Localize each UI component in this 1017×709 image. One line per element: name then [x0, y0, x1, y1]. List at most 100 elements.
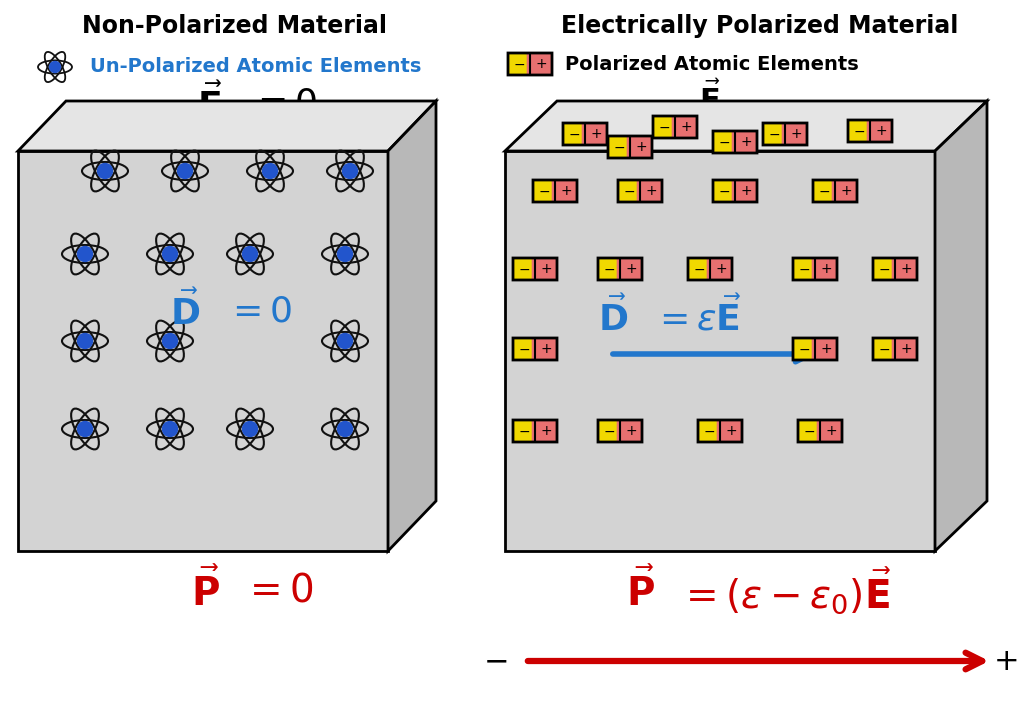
FancyBboxPatch shape [731, 131, 757, 153]
FancyBboxPatch shape [812, 258, 837, 280]
Circle shape [77, 247, 93, 262]
Text: $+$: $+$ [680, 120, 692, 134]
Text: $+$: $+$ [875, 124, 887, 138]
FancyBboxPatch shape [532, 420, 557, 442]
Circle shape [242, 247, 257, 262]
Circle shape [163, 247, 178, 262]
FancyBboxPatch shape [616, 420, 642, 442]
Circle shape [343, 164, 358, 179]
Text: $+$: $+$ [645, 184, 657, 198]
Text: $-$: $-$ [538, 184, 550, 198]
FancyBboxPatch shape [717, 420, 742, 442]
Circle shape [242, 421, 257, 437]
FancyBboxPatch shape [616, 258, 642, 280]
Text: $-$: $-$ [768, 127, 780, 141]
FancyBboxPatch shape [892, 338, 917, 360]
Text: $-$: $-$ [803, 424, 815, 438]
Polygon shape [18, 151, 388, 551]
Circle shape [178, 164, 192, 179]
FancyBboxPatch shape [782, 123, 807, 145]
FancyBboxPatch shape [892, 258, 917, 280]
FancyBboxPatch shape [793, 258, 819, 280]
Text: $+$: $+$ [740, 135, 752, 149]
Text: $-$: $-$ [567, 127, 580, 141]
Text: $\vec{\mathbf{P}}$: $\vec{\mathbf{P}}$ [625, 568, 654, 614]
Text: $-$: $-$ [798, 342, 811, 356]
Text: $+$: $+$ [820, 342, 832, 356]
FancyBboxPatch shape [551, 180, 577, 202]
Text: $\vec{\mathbf{D}}$: $\vec{\mathbf{D}}$ [598, 296, 629, 338]
Text: $-$: $-$ [718, 135, 730, 149]
Text: $-$: $-$ [818, 184, 830, 198]
Polygon shape [935, 101, 988, 551]
FancyBboxPatch shape [513, 420, 538, 442]
FancyBboxPatch shape [533, 180, 558, 202]
FancyBboxPatch shape [513, 258, 538, 280]
Text: $+$: $+$ [790, 127, 802, 141]
FancyBboxPatch shape [713, 180, 738, 202]
Text: $-$: $-$ [513, 57, 525, 71]
Circle shape [338, 247, 353, 262]
FancyBboxPatch shape [527, 53, 552, 75]
Circle shape [262, 164, 278, 179]
FancyBboxPatch shape [798, 420, 824, 442]
Text: $+$: $+$ [740, 184, 752, 198]
Text: $-$: $-$ [703, 424, 715, 438]
FancyBboxPatch shape [671, 116, 697, 138]
Polygon shape [505, 151, 935, 551]
Text: $+$: $+$ [715, 262, 727, 276]
Text: $\vec{\mathbf{P}}$: $\vec{\mathbf{P}}$ [190, 568, 220, 614]
Circle shape [77, 333, 93, 349]
FancyBboxPatch shape [618, 180, 644, 202]
Text: $-$: $-$ [518, 262, 530, 276]
Text: $\vec{\mathbf{E}}$: $\vec{\mathbf{E}}$ [197, 83, 223, 125]
Circle shape [77, 421, 93, 437]
Text: $-$: $-$ [613, 140, 625, 154]
Text: $-$: $-$ [483, 647, 507, 676]
FancyBboxPatch shape [608, 136, 634, 158]
Text: $\vec{\mathbf{D}}$: $\vec{\mathbf{D}}$ [170, 290, 200, 332]
Circle shape [338, 421, 353, 437]
Text: $+$: $+$ [540, 342, 552, 356]
Text: $+$: $+$ [900, 262, 912, 276]
FancyBboxPatch shape [532, 338, 557, 360]
Text: $+$: $+$ [560, 184, 572, 198]
Text: $+$: $+$ [590, 127, 602, 141]
Text: $= (\varepsilon - \varepsilon_0)\vec{\mathbf{E}}$: $= (\varepsilon - \varepsilon_0)\vec{\ma… [678, 565, 891, 617]
Circle shape [98, 164, 113, 179]
Text: $= \varepsilon\vec{\mathbf{E}}$: $= \varepsilon\vec{\mathbf{E}}$ [652, 296, 741, 338]
FancyBboxPatch shape [713, 131, 738, 153]
Text: $-$: $-$ [603, 262, 615, 276]
FancyBboxPatch shape [626, 136, 652, 158]
Text: $-$: $-$ [853, 124, 865, 138]
Text: $= 0$: $= 0$ [225, 294, 292, 328]
Text: $+$: $+$ [993, 647, 1017, 676]
Polygon shape [18, 101, 436, 151]
Text: $-$: $-$ [798, 262, 811, 276]
FancyBboxPatch shape [598, 420, 623, 442]
Text: $-$: $-$ [878, 342, 890, 356]
Text: $-$: $-$ [518, 424, 530, 438]
FancyBboxPatch shape [698, 420, 723, 442]
Circle shape [50, 62, 60, 72]
Text: Polarized Atomic Elements: Polarized Atomic Elements [565, 55, 858, 74]
FancyBboxPatch shape [817, 420, 842, 442]
Text: Non-Polarized Material: Non-Polarized Material [82, 14, 387, 38]
Text: $-$: $-$ [658, 120, 670, 134]
Text: Electrically Polarized Material: Electrically Polarized Material [561, 14, 959, 38]
Text: $-$: $-$ [718, 184, 730, 198]
Circle shape [163, 421, 178, 437]
Polygon shape [388, 101, 436, 551]
Text: $-$: $-$ [623, 184, 635, 198]
Text: Un-Polarized Atomic Elements: Un-Polarized Atomic Elements [89, 57, 421, 77]
FancyBboxPatch shape [653, 116, 678, 138]
Text: $-$: $-$ [693, 262, 705, 276]
Circle shape [338, 333, 353, 349]
FancyBboxPatch shape [513, 338, 538, 360]
Text: $+$: $+$ [725, 424, 737, 438]
FancyBboxPatch shape [763, 123, 788, 145]
FancyBboxPatch shape [873, 258, 898, 280]
FancyBboxPatch shape [793, 338, 819, 360]
FancyBboxPatch shape [508, 53, 533, 75]
Circle shape [163, 333, 178, 349]
